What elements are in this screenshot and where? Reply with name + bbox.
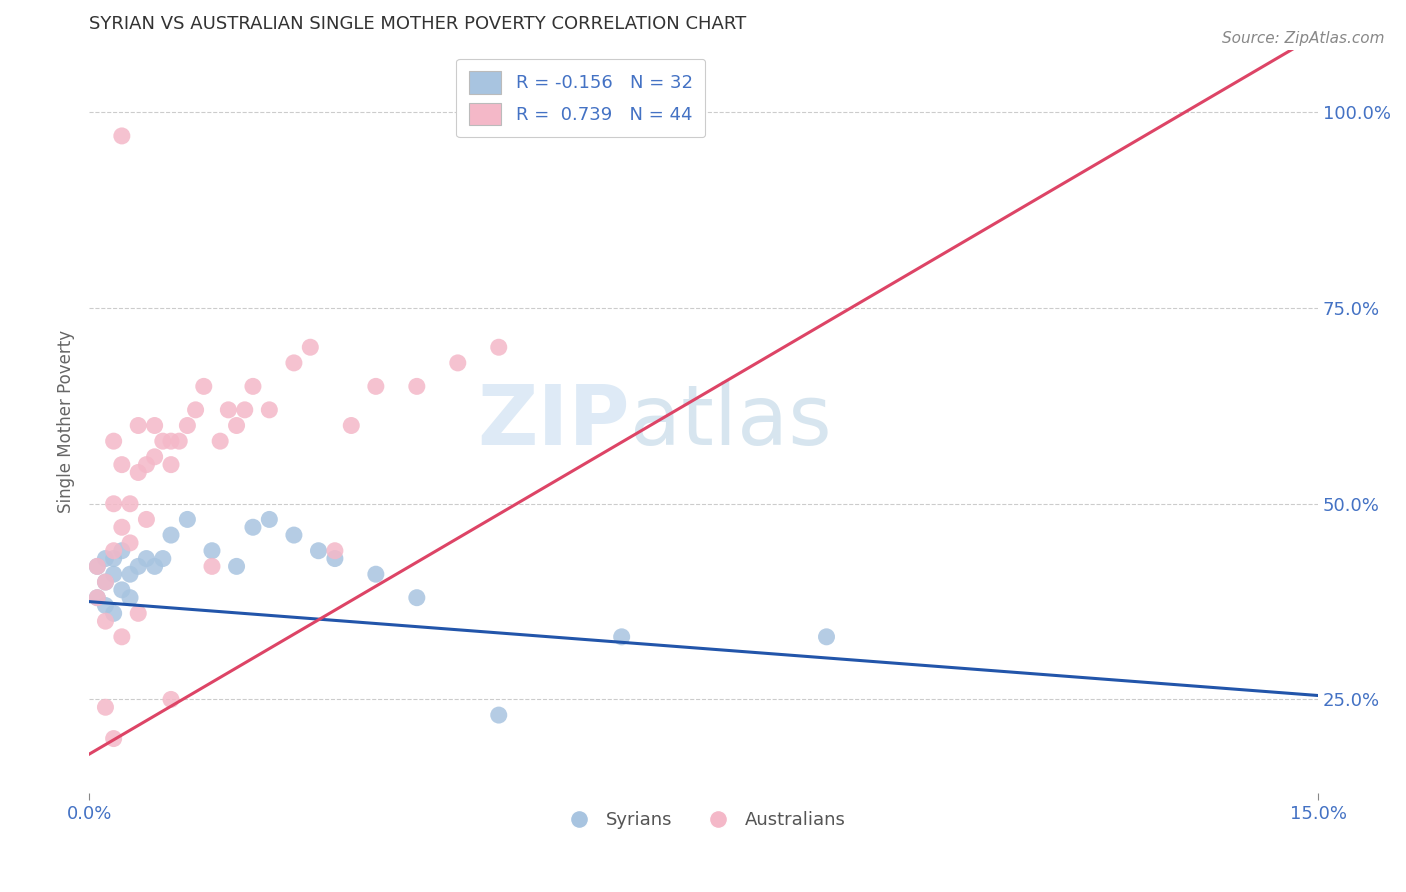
Point — [167, 434, 190, 449]
Point — [160, 528, 183, 542]
Point — [364, 379, 387, 393]
Point — [160, 434, 183, 449]
Point — [209, 434, 232, 449]
Point — [86, 591, 108, 605]
Point — [103, 543, 125, 558]
Point — [184, 402, 207, 417]
Point — [405, 379, 427, 393]
Point — [176, 512, 198, 526]
Point — [299, 340, 322, 354]
Point — [103, 551, 125, 566]
Point — [488, 340, 510, 354]
Point — [815, 630, 838, 644]
Point — [118, 567, 141, 582]
Text: ZIP: ZIP — [478, 381, 630, 462]
Point — [111, 582, 134, 597]
Point — [242, 379, 264, 393]
Point — [323, 551, 346, 566]
Y-axis label: Single Mother Poverty: Single Mother Poverty — [58, 330, 75, 513]
Point — [233, 402, 256, 417]
Point — [283, 356, 305, 370]
Point — [103, 607, 125, 621]
Point — [364, 567, 387, 582]
Point — [86, 591, 108, 605]
Point — [135, 512, 157, 526]
Point — [193, 379, 215, 393]
Text: atlas: atlas — [630, 381, 831, 462]
Point — [160, 692, 183, 706]
Point — [103, 567, 125, 582]
Point — [127, 466, 149, 480]
Point — [340, 418, 363, 433]
Point — [118, 591, 141, 605]
Point — [86, 559, 108, 574]
Point — [1143, 810, 1166, 824]
Point — [118, 497, 141, 511]
Point — [103, 497, 125, 511]
Legend: Syrians, Australians: Syrians, Australians — [554, 804, 853, 837]
Point — [610, 630, 633, 644]
Text: SYRIAN VS AUSTRALIAN SINGLE MOTHER POVERTY CORRELATION CHART: SYRIAN VS AUSTRALIAN SINGLE MOTHER POVER… — [89, 15, 747, 33]
Point — [135, 458, 157, 472]
Point — [111, 458, 134, 472]
Point — [143, 418, 166, 433]
Point — [152, 551, 174, 566]
Point — [111, 128, 134, 143]
Text: Source: ZipAtlas.com: Source: ZipAtlas.com — [1222, 31, 1385, 46]
Point — [103, 731, 125, 746]
Point — [103, 434, 125, 449]
Point — [308, 543, 330, 558]
Point — [488, 708, 510, 723]
Point — [111, 630, 134, 644]
Point — [405, 591, 427, 605]
Point — [94, 575, 117, 590]
Point — [242, 520, 264, 534]
Point — [323, 543, 346, 558]
Point — [143, 559, 166, 574]
Point — [225, 559, 247, 574]
Point — [127, 559, 149, 574]
Point — [447, 356, 470, 370]
Point — [176, 418, 198, 433]
Point — [94, 551, 117, 566]
Point — [259, 512, 281, 526]
Point — [86, 559, 108, 574]
Point — [201, 559, 224, 574]
Point — [118, 536, 141, 550]
Point — [201, 543, 224, 558]
Point — [94, 575, 117, 590]
Point — [152, 434, 174, 449]
Point — [217, 402, 239, 417]
Point — [94, 599, 117, 613]
Point — [111, 543, 134, 558]
Point — [979, 810, 1001, 824]
Point — [135, 551, 157, 566]
Point — [127, 418, 149, 433]
Point — [259, 402, 281, 417]
Point — [225, 418, 247, 433]
Point — [94, 614, 117, 628]
Point — [283, 528, 305, 542]
Point — [143, 450, 166, 464]
Point — [94, 700, 117, 714]
Point — [111, 520, 134, 534]
Point — [127, 607, 149, 621]
Point — [160, 458, 183, 472]
